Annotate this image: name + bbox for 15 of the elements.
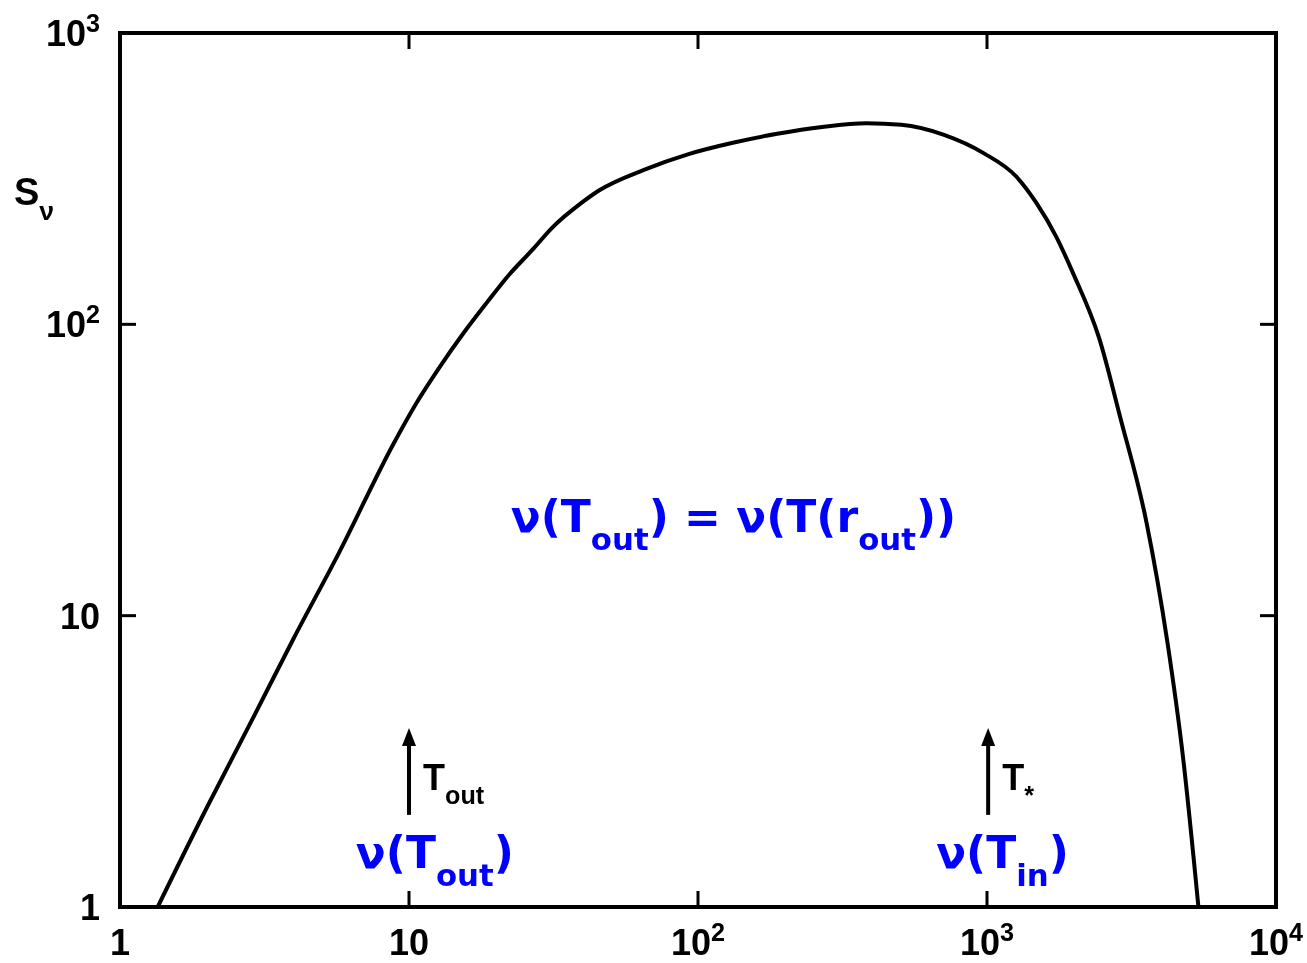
y-tick-label: 10$^{3}$ — [45, 9, 100, 54]
x-tick-label: 10$^{2}$ — [670, 918, 726, 963]
x-tick-label: 10 — [388, 922, 430, 963]
y-tick-label: 10 — [59, 595, 100, 637]
y-tick-label: 10$^{2}$ — [45, 300, 100, 346]
annotation: ν(T$_{out}$) = ν(T(r$_{out}$)) — [510, 491, 957, 558]
x-tick-label: 10$^{3}$ — [959, 918, 1015, 963]
y-axis-title: S$_{ν}$ — [14, 171, 55, 226]
x-tick-label: 10$^{4}$ — [1248, 918, 1304, 963]
y-tick-label: 1 — [79, 887, 100, 928]
annotation: ν(T$_{out}$) — [355, 826, 514, 893]
annotation: ν(T$_{in}$) — [936, 826, 1069, 893]
annotation: T$_{*}$ — [1002, 756, 1035, 809]
x-tick-label: 1 — [109, 922, 131, 963]
annotation: T$_{out}$ — [423, 756, 485, 809]
